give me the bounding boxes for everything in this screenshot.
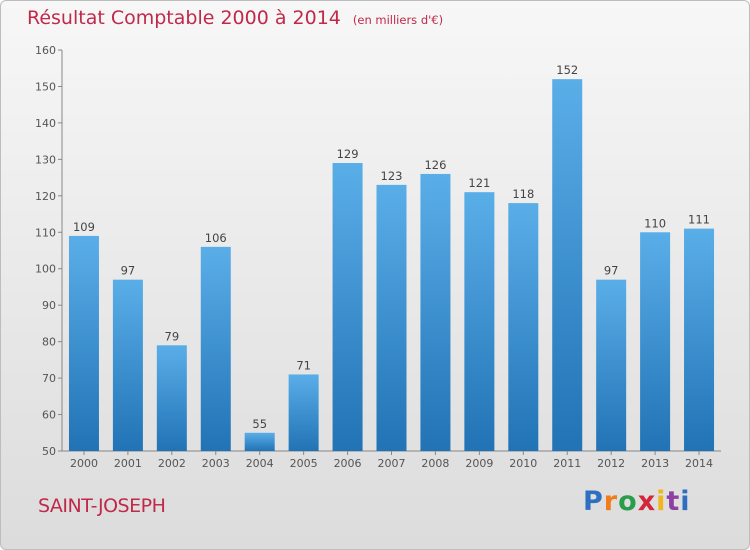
logo-letter: i — [680, 486, 691, 517]
x-tick-label-2013: 2013 — [641, 457, 669, 470]
x-tick-label-2007: 2007 — [378, 457, 406, 470]
x-tick-label-2012: 2012 — [597, 457, 625, 470]
bar-2013 — [640, 232, 671, 451]
data-label-2013: 110 — [644, 216, 666, 230]
x-axis: 2000 2001 2002 2003 2004 2005 2006 2007 2008 2009… — [62, 450, 721, 470]
bars — [68, 79, 715, 452]
bar-2014 — [684, 228, 715, 451]
x-tick-label-2004: 2004 — [246, 457, 274, 470]
y-tick-label: 130 — [35, 153, 56, 166]
x-tick-label-2011: 2011 — [553, 457, 581, 470]
data-label-2012: 97 — [604, 264, 619, 278]
chart-title: Résultat Comptable 2000 à 2014 — [27, 7, 341, 29]
x-tick-label-2000: 2000 — [70, 457, 98, 470]
bar-2010 — [508, 203, 539, 451]
y-tick-label: 90 — [42, 299, 56, 312]
data-label-2010: 118 — [512, 187, 534, 201]
chart-subtitle: (en milliers d'€) — [352, 13, 444, 27]
x-tick-label-2006: 2006 — [334, 457, 362, 470]
data-label-2009: 121 — [468, 176, 490, 190]
y-tick-label: 160 — [35, 44, 56, 57]
y-tick-label: 80 — [42, 336, 56, 349]
x-tick-label-2005: 2005 — [290, 457, 318, 470]
y-tick-label: 50 — [42, 445, 56, 458]
logo-letter: P — [583, 486, 604, 517]
x-tick-label-2003: 2003 — [202, 457, 230, 470]
data-label-2007: 123 — [381, 169, 403, 183]
bar-2002 — [156, 345, 187, 451]
y-tick-label: 140 — [35, 117, 56, 130]
data-label-2006: 129 — [337, 147, 359, 161]
bar-2006 — [332, 163, 363, 451]
data-label-2002: 79 — [165, 329, 180, 343]
data-labels: 109 97 79 106 55 71 129 123 126 121 118 152 97 110 111 — [73, 63, 710, 431]
data-label-2014: 111 — [688, 213, 710, 227]
title-row: Résultat Comptable 2000 à 2014 (en milli… — [27, 7, 443, 29]
x-tick-label-2008: 2008 — [421, 457, 449, 470]
x-tick-label-2014: 2014 — [685, 457, 713, 470]
logo-letter: o — [618, 486, 638, 517]
bar-2004 — [244, 432, 275, 451]
data-label-2005: 71 — [296, 358, 311, 372]
data-label-2011: 152 — [556, 63, 578, 77]
bar-2007 — [376, 184, 407, 451]
proxiti-logo[interactable]: Proxiti — [583, 486, 691, 517]
bar-2008 — [420, 173, 451, 452]
data-label-2004: 55 — [252, 417, 267, 431]
bar-2009 — [464, 192, 495, 451]
y-tick-label: 150 — [35, 80, 56, 93]
x-tick-label-2002: 2002 — [158, 457, 186, 470]
bar-2003 — [200, 246, 231, 451]
bar-2011 — [552, 79, 583, 451]
data-label-2003: 106 — [205, 231, 227, 245]
bar-2001 — [112, 279, 143, 451]
bar-2012 — [596, 279, 627, 451]
data-label-2001: 97 — [121, 264, 136, 278]
y-axis: 50 60 70 80 90 100 110 120 130 140 150 160 — [35, 44, 63, 458]
bar-2005 — [288, 374, 319, 451]
logo-letter: r — [603, 486, 619, 517]
commune-name: SAINT-JOSEPH — [38, 495, 166, 517]
bar-2000 — [68, 235, 99, 451]
y-tick-label: 70 — [42, 372, 56, 385]
x-tick-label-2010: 2010 — [509, 457, 537, 470]
y-tick-label: 120 — [35, 190, 56, 203]
x-tick-label-2001: 2001 — [114, 457, 142, 470]
data-label-2008: 126 — [424, 158, 446, 172]
data-label-2000: 109 — [73, 220, 95, 234]
logo-letter: x — [637, 486, 657, 517]
x-tick-label-2009: 2009 — [465, 457, 493, 470]
y-tick-label: 110 — [35, 226, 56, 239]
logo-letter: t — [666, 486, 681, 517]
y-tick-label: 100 — [35, 263, 56, 276]
logo-letter: i — [656, 486, 667, 517]
y-tick-label: 60 — [42, 409, 56, 422]
